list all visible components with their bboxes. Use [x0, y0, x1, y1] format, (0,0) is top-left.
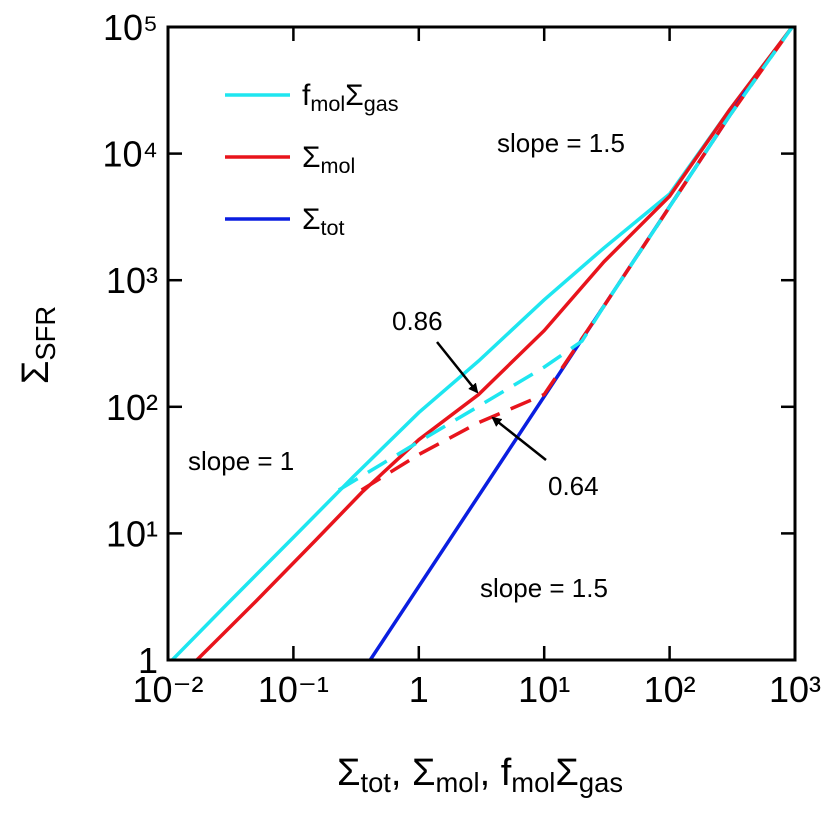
- subscript: gas: [579, 767, 623, 798]
- dashed-line: [360, 27, 794, 492]
- y-tick-label: 10⁴: [102, 134, 158, 175]
- annotation-arrow: [491, 416, 547, 461]
- x-axis-label: Σtot, Σmol, fmolΣgas: [337, 752, 623, 798]
- x-tick-label: 10²: [644, 669, 696, 710]
- line: [195, 27, 794, 660]
- subscript: tot: [321, 215, 345, 240]
- y-tick-label: 10⁵: [103, 7, 158, 48]
- subscript: gas: [364, 91, 399, 116]
- y-tick-label: 10²: [106, 387, 158, 428]
- text-part: Σ: [345, 79, 364, 112]
- text-part: f: [302, 79, 311, 112]
- legend-label: Σtot: [302, 203, 345, 240]
- line: [170, 27, 794, 660]
- x-tick-label: 1: [409, 669, 429, 710]
- x-tick-label: 10³: [769, 669, 821, 710]
- plot-lines: [170, 27, 794, 660]
- y-axis-label: ΣSFR: [15, 306, 61, 384]
- subscript: SFR: [30, 306, 61, 361]
- x-tick-label: 10¹: [518, 669, 570, 710]
- legend-label: fmolΣgas: [302, 79, 399, 116]
- plot-frame: [166, 25, 797, 662]
- annotation: slope = 1.5: [480, 573, 608, 603]
- subscript: mol: [436, 767, 480, 798]
- dashed-line: [337, 27, 794, 492]
- y-tick-label: 10¹: [106, 513, 158, 554]
- annotation: 0.64: [548, 471, 599, 501]
- text-part: , Σ: [391, 752, 436, 794]
- subscript: mol: [310, 91, 345, 116]
- y-tick-label: 1: [138, 640, 158, 681]
- subscript: tot: [360, 767, 391, 798]
- annotation: slope = 1: [188, 446, 294, 476]
- text-part: Σ: [302, 141, 321, 174]
- subscript: mol: [511, 767, 555, 798]
- annotation: slope = 1.5: [497, 128, 625, 158]
- annotation: 0.86: [392, 306, 443, 336]
- x-tick-label: 10⁻¹: [258, 669, 329, 710]
- text-part: Σ: [337, 752, 361, 794]
- annotation-arrow: [436, 341, 479, 394]
- x-tick-label: 10⁻²: [132, 669, 203, 710]
- y-tick-label: 10³: [106, 260, 158, 301]
- legend-label: Σmol: [302, 141, 355, 178]
- text-part: Σ: [555, 752, 579, 794]
- text-part: , f: [480, 752, 512, 794]
- text-part: Σ: [15, 361, 57, 385]
- text-part: Σ: [302, 203, 321, 236]
- subscript: mol: [321, 153, 356, 178]
